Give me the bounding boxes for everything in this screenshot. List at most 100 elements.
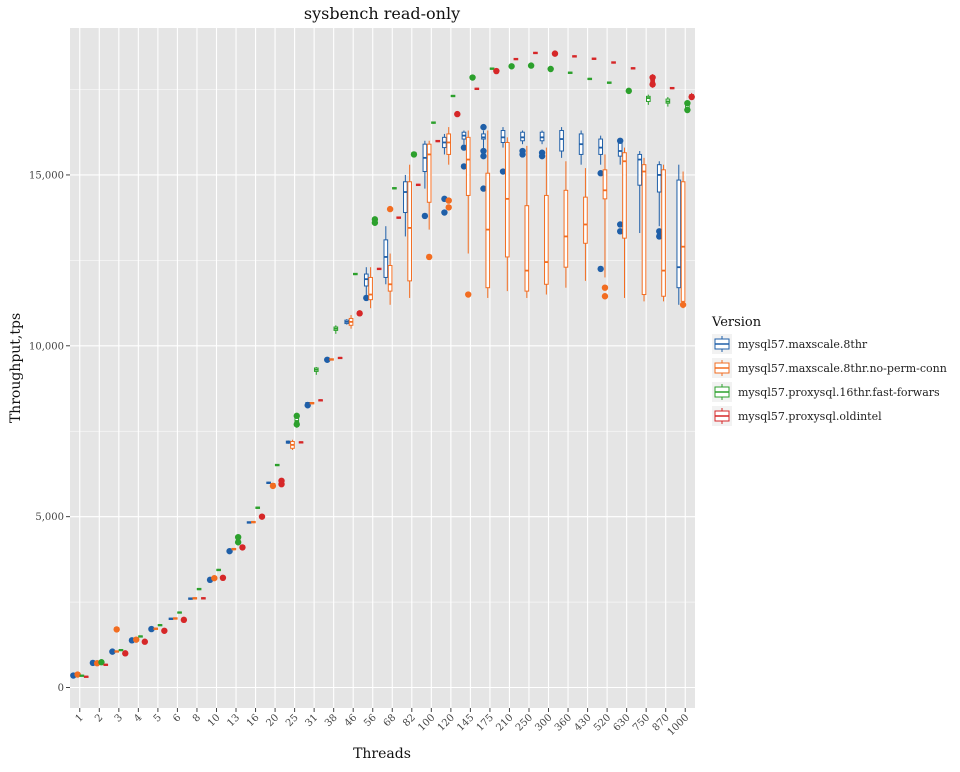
series-0 <box>70 123 682 679</box>
box <box>547 65 554 73</box>
box <box>587 77 593 81</box>
chart-title: sysbench read-only <box>304 4 460 23</box>
box-iqr <box>368 276 373 301</box>
x-tick-label: 2 <box>93 712 105 724</box>
outlier-point <box>180 616 188 624</box>
box <box>679 171 687 309</box>
series-1 <box>74 127 687 678</box>
box <box>148 625 155 633</box>
outlier-point <box>226 547 233 555</box>
outlier-point <box>684 106 691 114</box>
x-tick-label: 56 <box>362 712 379 729</box>
outlier-point <box>649 81 656 88</box>
box <box>544 147 549 295</box>
box <box>524 145 530 298</box>
outlier-point <box>551 50 559 57</box>
box-iqr <box>383 239 389 278</box>
outlier-point <box>234 539 242 546</box>
box <box>344 319 350 325</box>
box <box>630 67 636 70</box>
box <box>258 513 266 520</box>
plot-panel <box>70 28 695 708</box>
box <box>684 99 691 114</box>
outlier-point <box>234 533 242 541</box>
legend-key-0: mysql57.maxscale.8thr <box>712 334 868 354</box>
outlier-point <box>527 62 535 69</box>
legend-label: mysql57.maxscale.8thr.no-perm-conn <box>738 362 947 375</box>
outlier-point <box>161 627 168 634</box>
outlier-point <box>480 185 487 192</box>
box <box>527 62 535 69</box>
x-tick-label: 1000 <box>666 712 692 738</box>
box <box>353 272 358 276</box>
outlier-point <box>363 294 370 302</box>
outlier-point <box>445 197 452 204</box>
box-iqr <box>465 136 471 196</box>
box-iqr <box>676 179 682 289</box>
outlier-point <box>278 477 285 484</box>
outlier-point <box>421 212 429 220</box>
box <box>465 130 472 298</box>
box <box>304 401 311 409</box>
outlier-point <box>684 99 691 107</box>
box <box>333 325 339 334</box>
box <box>508 63 515 70</box>
box <box>376 267 382 271</box>
x-tick-label: 6 <box>171 712 183 724</box>
box <box>567 71 573 74</box>
box <box>226 547 233 555</box>
outlier-point <box>293 421 300 428</box>
box <box>239 544 246 551</box>
box <box>665 97 671 107</box>
box <box>425 140 433 261</box>
outlier-point <box>371 216 379 223</box>
box-iqr <box>559 130 564 152</box>
grid-lines <box>70 28 695 708</box>
y-tick-label: 0 <box>58 683 64 694</box>
outlier-point <box>258 513 266 520</box>
x-tick-label: 3 <box>113 712 125 724</box>
box <box>383 226 389 285</box>
box <box>407 164 412 298</box>
box <box>168 617 174 620</box>
x-tick-label: 20 <box>264 712 281 729</box>
outlier-point <box>538 152 546 160</box>
box <box>246 521 252 524</box>
legend-key-3: mysql57.proxysql.oldintel <box>712 406 882 426</box>
box <box>211 574 218 582</box>
box <box>504 137 510 292</box>
box <box>172 617 178 620</box>
y-tick-label: 10,000 <box>29 341 64 352</box>
outlier-point <box>597 265 604 273</box>
outlier-point <box>679 301 687 308</box>
box-iqr <box>641 164 647 296</box>
box <box>278 477 285 488</box>
x-tick-label: 300 <box>533 712 554 733</box>
box <box>415 183 421 187</box>
outlier-point <box>465 291 472 298</box>
box <box>188 597 193 600</box>
box <box>392 187 397 190</box>
box <box>611 61 616 64</box>
outlier-point <box>688 93 695 101</box>
box <box>113 626 120 653</box>
box <box>597 135 604 273</box>
box-iqr <box>544 194 549 285</box>
x-tick-label: 46 <box>343 712 360 729</box>
outlier-point <box>293 412 300 420</box>
box <box>122 650 129 657</box>
box <box>161 627 168 634</box>
box <box>533 51 538 55</box>
y-axis-title: Throughput,tps <box>8 313 24 423</box>
box <box>551 50 559 57</box>
outlier-point <box>219 574 227 582</box>
x-tick-label: 630 <box>611 712 632 733</box>
outlier-point <box>425 253 433 261</box>
box <box>616 137 624 235</box>
x-tick-label: 5 <box>152 712 164 724</box>
legend: Version mysql57.maxscale.8thr mysql57.max… <box>711 315 947 426</box>
box <box>625 87 632 95</box>
box <box>563 161 569 288</box>
box <box>601 154 609 300</box>
x-tick-label: 38 <box>323 712 340 729</box>
